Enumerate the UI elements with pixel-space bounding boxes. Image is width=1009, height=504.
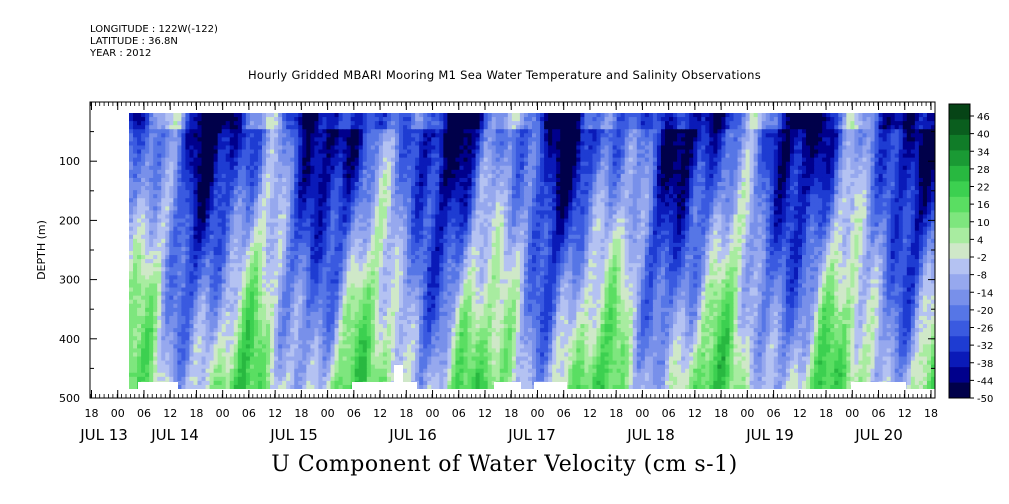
x-hour-tick-label: 00	[426, 407, 440, 420]
x-hour-tick-label: 12	[583, 407, 597, 420]
x-hour-tick-label: 18	[609, 407, 623, 420]
colorbar-swatch	[949, 104, 970, 120]
colorbar-label: -32	[977, 341, 993, 352]
colorbar-swatch	[949, 165, 970, 182]
x-hour-tick-label: 00	[635, 407, 649, 420]
x-hour-tick-label: 00	[845, 407, 859, 420]
colorbar-label: -14	[977, 288, 993, 299]
x-hour-tick-label: 00	[111, 407, 125, 420]
x-hour-tick-label: 18	[504, 407, 518, 420]
colorbar-label: 40	[977, 130, 990, 141]
x-axis-title: U Component of Water Velocity (cm s-1)	[271, 452, 738, 477]
velocity-field	[129, 113, 935, 389]
colorbar: 46 40 34 28 22 16 10 4 -2 -8 -14 -20 -26 -32 -38 -44 -50	[948, 103, 993, 405]
colorbar-label: -20	[977, 306, 993, 317]
y-axis-title: DEPTH (m)	[35, 220, 48, 280]
colorbar-label: 4	[977, 235, 983, 246]
colorbar-swatch	[949, 212, 970, 229]
colorbar-swatch	[949, 181, 970, 198]
colorbar-swatch	[949, 196, 970, 213]
colorbar-swatch	[949, 289, 970, 306]
x-day-label: JUL 15	[269, 426, 318, 444]
x-hour-tick-label: 12	[688, 407, 702, 420]
x-hour-tick-label: 06	[347, 407, 361, 420]
colorbar-swatch	[949, 150, 970, 167]
x-hour-tick-label: 18	[189, 407, 203, 420]
colorbar-label: -44	[977, 376, 993, 387]
x-hour-tick-label: 06	[872, 407, 886, 420]
colorbar-label: -2	[977, 253, 987, 264]
colorbar-frame	[948, 103, 971, 399]
colorbar-label: -26	[977, 324, 993, 335]
x-hour-tick-label: 00	[216, 407, 230, 420]
x-hour-tick-label: 12	[268, 407, 282, 420]
x-hour-tick-label: 18	[294, 407, 308, 420]
colorbar-swatch	[949, 258, 970, 275]
y-tick-label: 100	[59, 155, 80, 168]
colorbar-label: 34	[977, 147, 990, 158]
colorbar-swatch	[949, 274, 970, 290]
colorbar-swatch	[949, 305, 970, 321]
colorbar-swatch	[949, 134, 970, 151]
colorbar-label: 28	[977, 165, 990, 176]
y-tick-label: 200	[59, 214, 80, 227]
x-day-label: JUL 14	[150, 426, 199, 444]
colorbar-swatch	[949, 119, 970, 136]
x-hour-tick-label: 18	[924, 407, 938, 420]
colorbar-label: 16	[977, 200, 990, 211]
colorbar-swatch	[949, 336, 970, 352]
x-hour-tick-label: 12	[793, 407, 807, 420]
colorbar-label: -8	[977, 271, 987, 282]
colorbar-label: -50	[977, 394, 993, 405]
colorbar-label: 46	[977, 112, 990, 123]
x-hour-tick-label: 06	[452, 407, 466, 420]
axes: 18 00 06 12 18 00 06 12 18 00 06 12 18 00 06 12 18 00 06 12…	[35, 101, 938, 444]
x-hour-tick-label: 06	[662, 407, 676, 420]
x-hour-tick-label: 12	[163, 407, 177, 420]
colorbar-label: 22	[977, 183, 990, 194]
x-hour-tick-label: 18	[85, 407, 99, 420]
x-day-label: JUL 18	[626, 426, 675, 444]
x-hour-tick-label: 00	[530, 407, 544, 420]
x-hour-tick-label: 18	[399, 407, 413, 420]
x-hour-tick-label: 06	[557, 407, 571, 420]
x-hour-tick-label: 18	[714, 407, 728, 420]
year-label: YEAR : 2012	[90, 48, 152, 59]
x-hour-tick-label: 12	[373, 407, 387, 420]
colorbar-label: -38	[977, 359, 993, 370]
x-hour-tick-label: 18	[819, 407, 833, 420]
colorbar-swatch	[949, 351, 970, 368]
colorbar-swatch	[949, 243, 970, 260]
colorbar-swatch	[949, 367, 970, 383]
colorbar-label: 10	[977, 218, 990, 229]
colorbar-swatch	[949, 320, 970, 337]
x-hour-tick-label: 06	[767, 407, 781, 420]
chart-title: Hourly Gridded MBARI Mooring M1 Sea Wate…	[247, 68, 762, 82]
colorbar-swatch	[949, 227, 970, 244]
y-tick-label: 500	[59, 392, 80, 405]
missing-data-gaps	[138, 365, 906, 390]
x-day-label: JUL 19	[745, 426, 794, 444]
x-hour-tick-label: 06	[137, 407, 151, 420]
colorbar-swatch	[949, 382, 970, 399]
x-hour-tick-label: 06	[242, 407, 256, 420]
x-day-label: JUL 16	[388, 426, 437, 444]
x-day-label: JUL 20	[854, 426, 903, 444]
y-tick-label: 400	[59, 333, 80, 346]
x-day-label: JUL 13	[79, 426, 128, 444]
latitude-label: LATITUDE : 36.8N	[90, 36, 178, 47]
x-hour-tick-label: 12	[898, 407, 912, 420]
x-hour-tick-label: 12	[478, 407, 492, 420]
x-day-label: JUL 17	[507, 426, 556, 444]
x-hour-tick-label: 00	[740, 407, 754, 420]
x-hour-tick-label: 00	[321, 407, 335, 420]
longitude-label: LONGITUDE : 122W(-122)	[90, 24, 218, 35]
y-tick-label: 300	[59, 274, 80, 287]
